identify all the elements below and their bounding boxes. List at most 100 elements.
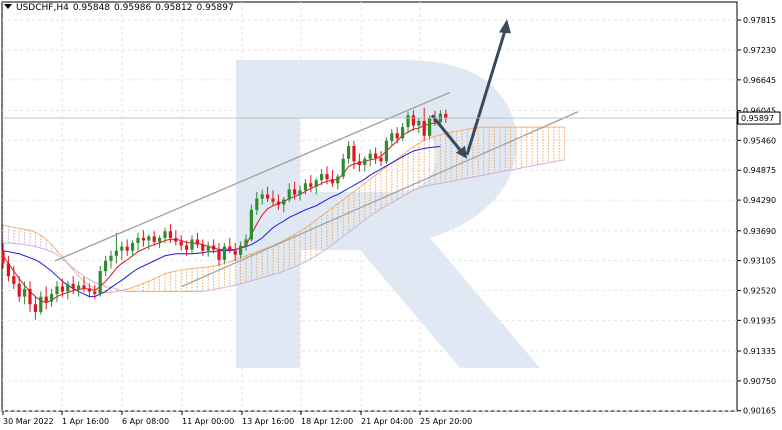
x-tick-label: 30 Mar 2022 [3,417,54,426]
candle-body [190,239,194,250]
forecast-arrow-down [430,114,466,156]
x-tick-label: 18 Apr 12:00 [301,417,353,426]
candle-body [325,174,329,180]
candle-body [174,237,178,242]
candle-body [347,145,351,159]
candle-body [255,198,259,210]
candle-body [120,246,124,251]
y-tick-label: 0.90165 [743,407,776,416]
chevron-down-icon[interactable] [4,4,12,9]
y-tick-label: 0.96045 [743,107,776,116]
candle-body [44,296,48,302]
candle-body [158,237,162,242]
ichimoku-cloud [2,126,566,294]
candle-body [50,294,54,302]
forecast-arrowhead-up [499,19,511,34]
y-tick-label: 0.97230 [743,46,776,55]
candle-body [228,246,232,251]
forecast-arrowhead-down [456,145,467,159]
open-value: 0.95848 [72,3,111,13]
candle-body [417,120,421,126]
candle-body [87,288,91,292]
candle-body [298,190,302,195]
last-price-label: 0.95897 [741,114,774,123]
candle-body [422,120,426,136]
candle-body [185,245,189,250]
candle-body [60,286,64,292]
candle-body [233,250,237,255]
candle-body [152,236,156,242]
candle-body [17,283,21,297]
candle-body [309,183,313,187]
low-value: 0.95812 [155,3,193,13]
y-tick-label: 0.94875 [743,166,776,175]
candle-body [39,296,43,312]
candle-body [249,209,253,240]
candle-body [98,271,102,295]
candle-body [390,133,394,141]
candle-body [374,153,378,158]
x-tick-label: 25 Apr 20:00 [420,417,472,426]
trend-channel[interactable] [54,91,579,288]
candle-body [109,255,113,261]
candle-body [336,176,340,184]
candle-body [266,194,270,199]
y-tick-label: 0.90750 [743,377,776,386]
x-tick-label: 21 Apr 04:00 [361,417,413,426]
x-tick-label: 1 Apr 16:00 [62,417,109,426]
candle-body [201,244,205,251]
candle-body [82,285,86,289]
candle-body [444,113,448,118]
grid-lines [1,1,738,412]
candle-body [71,283,75,289]
candle-body [66,283,70,292]
symbol-timeframe: USDCHF,H4 [16,3,69,13]
candle-body [314,180,318,187]
candle-body [33,304,37,312]
candle-body [141,237,145,241]
candle-body [206,245,210,251]
chart-header: USDCHF,H4 0.95848 0.95986 0.95812 0.95897 [4,3,238,13]
y-tick-label: 0.93105 [743,257,776,266]
channel-upper-line [54,91,451,262]
watermark-logo [236,60,540,368]
candle-body [379,157,383,162]
candle-body [131,243,135,251]
candle-body [368,153,372,159]
senkou-b-line [3,159,565,293]
candle-body [179,241,183,246]
y-tick-label: 0.97815 [743,16,776,25]
candle-body [384,140,388,162]
candle-body [136,237,140,244]
candle-body [12,276,16,284]
candle-body [93,291,97,295]
candle-body [212,245,216,250]
candle-body [395,133,399,139]
candle-body [195,239,199,245]
candle-body [163,231,167,238]
candle-body [282,199,286,205]
candle-body [406,115,410,128]
candle-body [293,189,297,195]
candle-body [28,288,32,305]
x-tick-label: 6 Apr 08:00 [122,417,169,426]
high-value: 0.95986 [114,3,152,13]
time-axis: 30 Mar 2022 1 Apr 16:00 6 Apr 08:00 11 Apr … [2,411,472,426]
candle-body [104,260,108,272]
candle-body [271,198,275,202]
tenkan-line [2,121,441,304]
candle-body [363,158,367,165]
candle-body [114,250,118,256]
watermark-logo-shape [236,60,540,368]
candle-body [341,158,345,177]
forecast-arrow[interactable] [430,19,511,159]
candle-body [77,285,81,289]
y-tick-label: 0.95460 [743,136,776,145]
channel-lower-line [181,111,579,288]
candle-body [320,174,324,181]
y-tick-label: 0.96645 [743,76,776,85]
senkou-a-line [2,126,565,294]
candle-body [330,179,334,184]
last-price-box [737,111,781,125]
